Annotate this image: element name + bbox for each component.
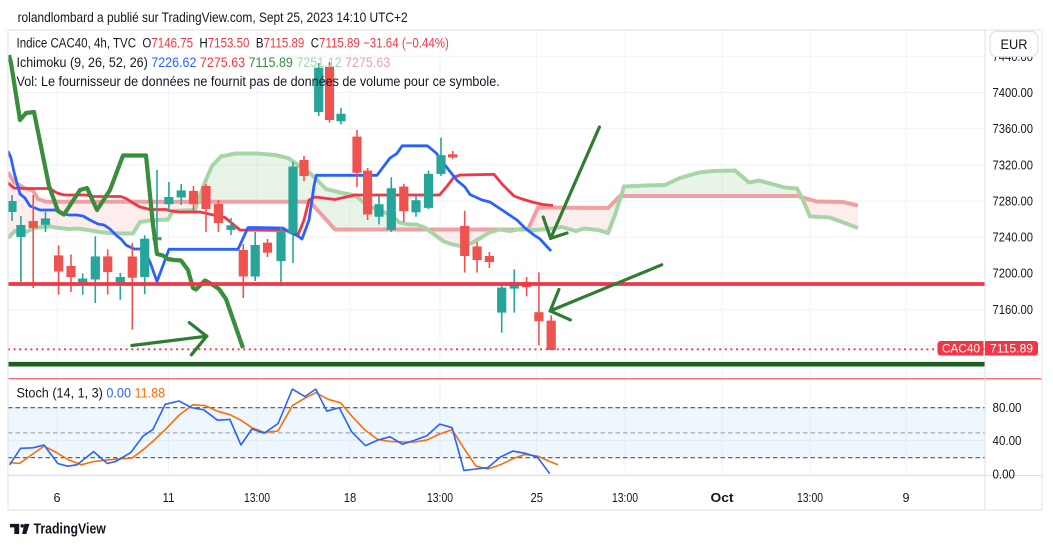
svg-text:40.00: 40.00 — [993, 434, 1022, 448]
svg-text:13:00: 13:00 — [244, 491, 270, 505]
svg-text:Vol: Le fournisseur de données: Vol: Le fournisseur de données ne fourni… — [17, 74, 500, 89]
svg-text:7320.00: 7320.00 — [993, 159, 1034, 173]
svg-text:Oct: Oct — [711, 491, 735, 505]
svg-text:25: 25 — [531, 491, 544, 505]
svg-text:7400.00: 7400.00 — [993, 86, 1034, 100]
svg-text:EUR: EUR — [1001, 37, 1028, 52]
svg-text:9: 9 — [903, 491, 910, 505]
svg-text:CAC40: CAC40 — [942, 344, 980, 356]
svg-text:7200.00: 7200.00 — [993, 267, 1034, 281]
svg-text:7280.00: 7280.00 — [993, 195, 1034, 209]
svg-text:7115.89: 7115.89 — [990, 344, 1033, 356]
svg-text:Indice CAC40, 4h, TVC O7146.7: Indice CAC40, 4h, TVC O7146.75 H7153.50 … — [17, 35, 449, 50]
svg-text:11: 11 — [163, 491, 175, 505]
svg-text:80.00: 80.00 — [993, 401, 1022, 415]
svg-text:7160.00: 7160.00 — [993, 303, 1034, 317]
svg-text:18: 18 — [344, 491, 357, 505]
svg-text:13:00: 13:00 — [612, 491, 638, 505]
svg-text:rolandlombard a publié sur Tra: rolandlombard a publié sur TradingView.c… — [18, 9, 408, 25]
svg-text:13:00: 13:00 — [427, 491, 453, 505]
svg-text:6: 6 — [54, 491, 61, 505]
svg-text:Stoch (14, 1, 3) 0.00 11.88: Stoch (14, 1, 3) 0.00 11.88 — [17, 386, 166, 401]
svg-text:Ichimoku (9, 26, 52, 26) 7226.: Ichimoku (9, 26, 52, 26) 7226.62 7275.63… — [17, 55, 391, 70]
svg-text:7240.00: 7240.00 — [993, 231, 1034, 245]
svg-text:7360.00: 7360.00 — [993, 122, 1034, 136]
svg-text:13:00: 13:00 — [797, 491, 823, 505]
svg-text:0.00: 0.00 — [993, 468, 1016, 482]
svg-text:TradingView: TradingView — [34, 521, 107, 538]
